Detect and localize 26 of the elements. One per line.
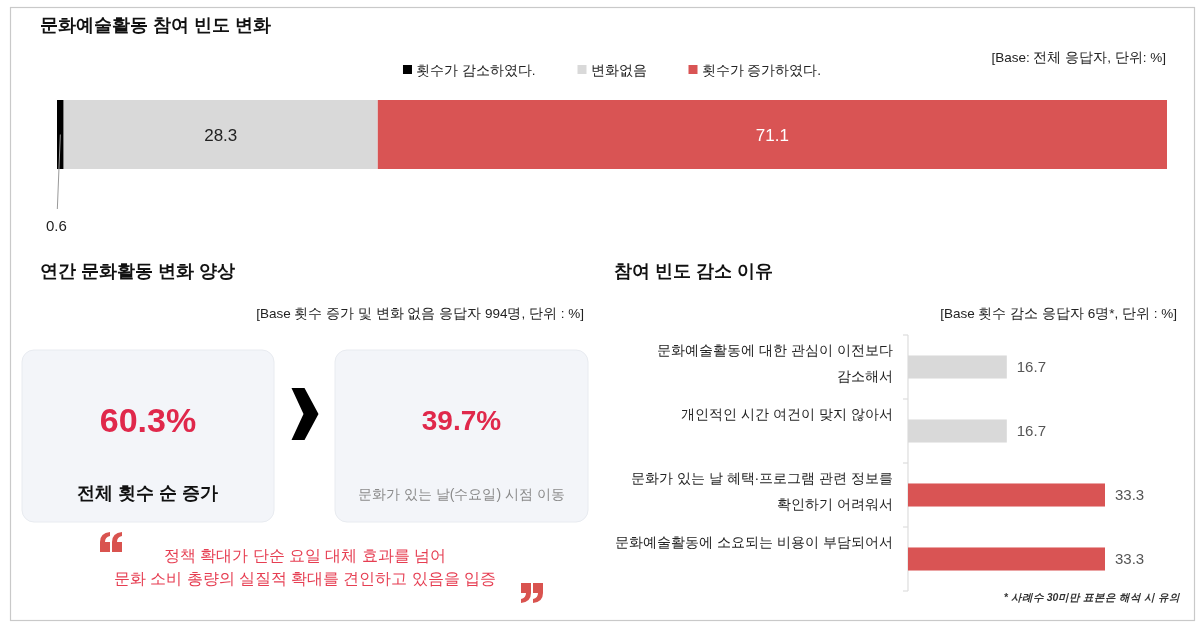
legend-label: 횟수가 증가하였다. — [701, 63, 822, 78]
chart-title: 연간 문화활동 변화 양상 — [40, 261, 235, 281]
chart-subtitle: [Base 횟수 증가 및 변화 없음 응답자 994명, 단위 : %] — [256, 306, 584, 321]
annotation: 39.7% — [421, 405, 502, 436]
chart-title: 참여 빈도 감소 이유 — [614, 261, 773, 281]
annotation: 정책 확대가 단순 요일 대체 효과를 넘어 문화 소비 총량의 실질적 확대를 견인하고 있음을 입증 — [113, 547, 497, 587]
data-label: 71.1 — [755, 125, 789, 145]
annotation: 문화가 있는 날(수요일) 시점 이동 — [358, 486, 565, 502]
data-label: 33.3 — [1115, 550, 1145, 567]
chart-subtitle: [Base 횟수 감소 응답자 6명*, 단위 : %] — [940, 306, 1177, 321]
annotation: 전체 횟수 순 증가 — [77, 483, 219, 503]
data-label: 0.6 — [45, 217, 67, 234]
y-tick-label: 개인적인 시간 여건이 맞지 않아서 — [681, 406, 893, 422]
chart-subtitle: [Base: 전체 응답자, 단위: %] — [991, 50, 1166, 65]
data-label: 16.7 — [1016, 358, 1046, 375]
data-label: 16.7 — [1016, 422, 1046, 439]
legend-label: 변화없음 — [590, 63, 647, 78]
chart-title: 문화예술활동 참여 빈도 변화 — [40, 15, 271, 35]
legend-label: 횟수가 감소하였다. — [415, 63, 536, 78]
y-tick-label: 문화예술활동에 소요되는 비용이 부담되어서 — [615, 534, 893, 550]
y-tick-label: 문화예술활동에 대한 관심이 이전보다 감소해서 — [657, 342, 893, 384]
data-label: 33.3 — [1115, 486, 1145, 503]
annotation: * 사례수 30미만 표본은 해석 시 유의 — [1003, 591, 1180, 603]
y-tick-label: 문화가 있는 날 혜택·프로그램 관련 정보를 확인하기 어려워서 — [630, 470, 893, 512]
annotation: 60.3% — [99, 401, 197, 439]
data-label: 28.3 — [204, 125, 238, 145]
